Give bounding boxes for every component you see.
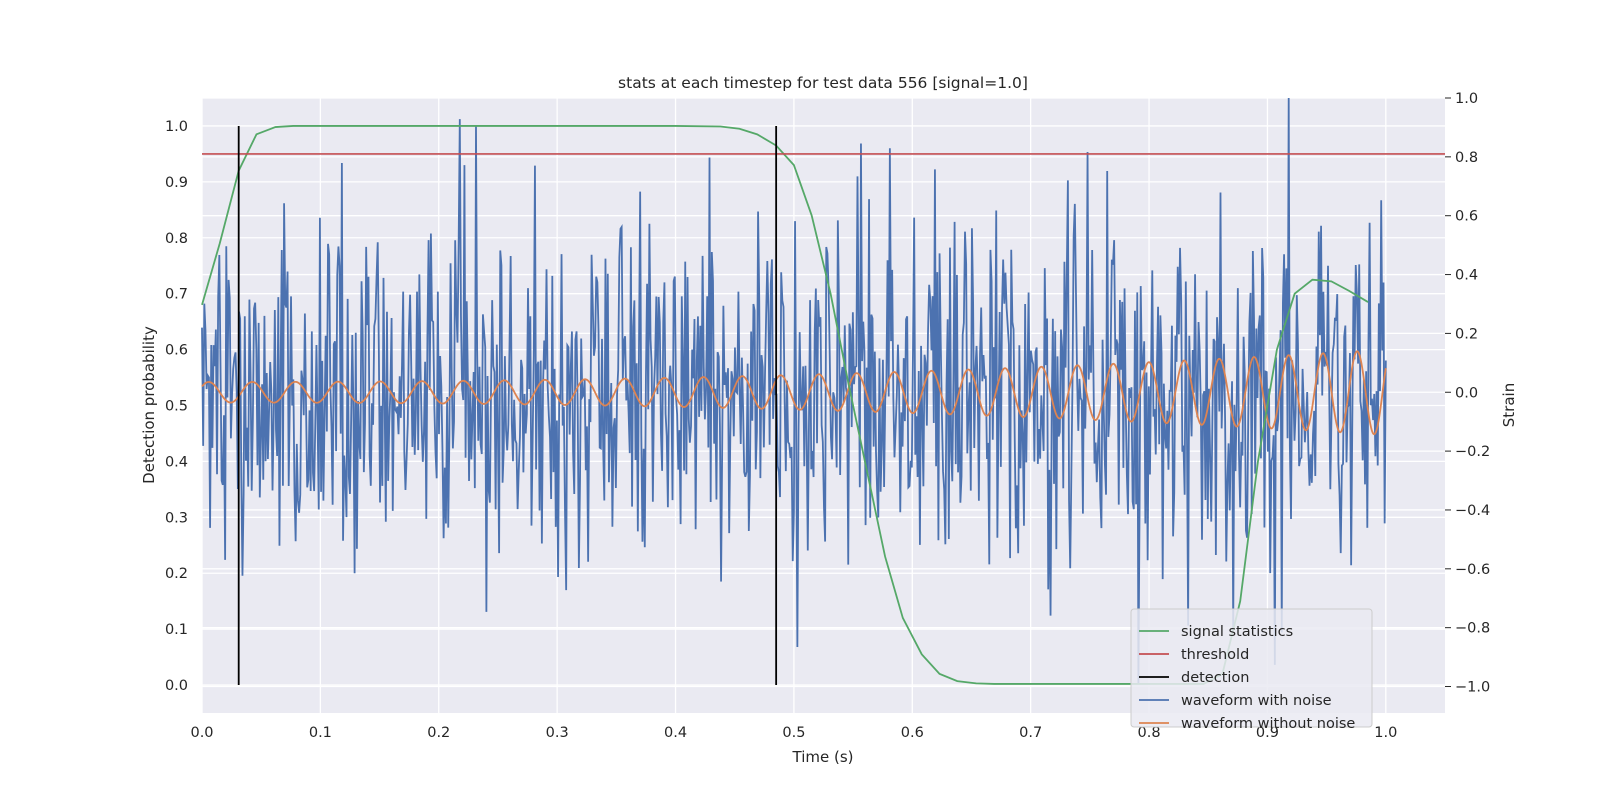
x-tick-label: 0.8	[1138, 725, 1161, 741]
y-left-tick-label: 0.0	[165, 678, 188, 694]
chart-title: stats at each timestep for test data 556…	[618, 74, 1028, 92]
series-layer	[201, 97, 1445, 686]
waveform-with-noise-line	[201, 97, 1387, 684]
y-right-tick-label: 0.6	[1455, 209, 1478, 225]
y-right-tick-label: −0.4	[1455, 503, 1490, 519]
x-tick-label: 0.7	[1019, 725, 1042, 741]
y-left-tick-label: 0.2	[165, 566, 188, 582]
y-left-tick-label: 0.3	[165, 510, 188, 526]
legend-label: threshold	[1181, 647, 1249, 663]
y-left-tick-label: 1.0	[165, 119, 188, 135]
y-right-tick-label: 0.2	[1455, 326, 1478, 342]
right-y-axis-ticks: −1.0 −0.8 −0.6 −0.4 −0.2 0.0 0.2 0.4 0.6 0.8 1.0	[1445, 91, 1490, 696]
x-tick-label: 0.4	[664, 725, 687, 741]
right-y-axis-label: Strain	[1500, 383, 1518, 427]
x-tick-label: 0.1	[309, 725, 332, 741]
x-tick-label: 0.5	[782, 725, 805, 741]
y-right-tick-label: −0.6	[1455, 562, 1490, 578]
y-right-tick-label: 0.4	[1455, 268, 1478, 284]
x-axis-label: Time (s)	[792, 748, 854, 766]
waveform-without-noise-line	[201, 350, 1387, 436]
legend-label: waveform without noise	[1181, 716, 1355, 732]
legend-label: detection	[1181, 670, 1249, 686]
x-tick-label: 0.3	[546, 725, 569, 741]
x-tick-label: 0.6	[901, 725, 924, 741]
y-right-tick-label: 1.0	[1455, 91, 1478, 107]
y-left-tick-label: 0.5	[165, 399, 188, 415]
signal-statistics-line	[201, 125, 1369, 685]
left-y-axis-label: Detection probability	[140, 326, 158, 484]
x-tick-label: 0.2	[427, 725, 450, 741]
y-left-tick-label: 0.6	[165, 343, 188, 359]
legend: signal statistics threshold detection wavef…	[1130, 608, 1373, 732]
y-left-tick-label: 0.8	[165, 231, 188, 247]
y-left-tick-label: 0.7	[165, 287, 188, 303]
y-left-tick-label: 0.4	[165, 454, 188, 470]
left-y-axis-ticks: 0.0 0.1 0.2 0.3 0.4 0.5 0.6 0.7 0.8 0.9 1.0	[165, 119, 188, 694]
x-axis-ticks: 0.0 0.1 0.2 0.3 0.4 0.5 0.6 0.7 0.8 0.9 1.0	[190, 725, 1397, 741]
legend-label: waveform with noise	[1181, 693, 1332, 709]
legend-box	[1130, 608, 1373, 728]
y-left-tick-label: 0.9	[165, 175, 188, 191]
y-right-tick-label: 0.0	[1455, 385, 1478, 401]
legend-label: signal statistics	[1181, 624, 1293, 640]
y-left-tick-label: 0.1	[165, 622, 188, 638]
x-tick-label: 0.9	[1256, 725, 1279, 741]
y-right-tick-label: −1.0	[1455, 680, 1490, 696]
y-right-tick-label: −0.2	[1455, 444, 1490, 460]
y-right-tick-label: −0.8	[1455, 621, 1490, 637]
x-tick-label: 0.0	[190, 725, 213, 741]
y-right-tick-label: 0.8	[1455, 150, 1478, 166]
x-tick-label: 1.0	[1374, 725, 1397, 741]
